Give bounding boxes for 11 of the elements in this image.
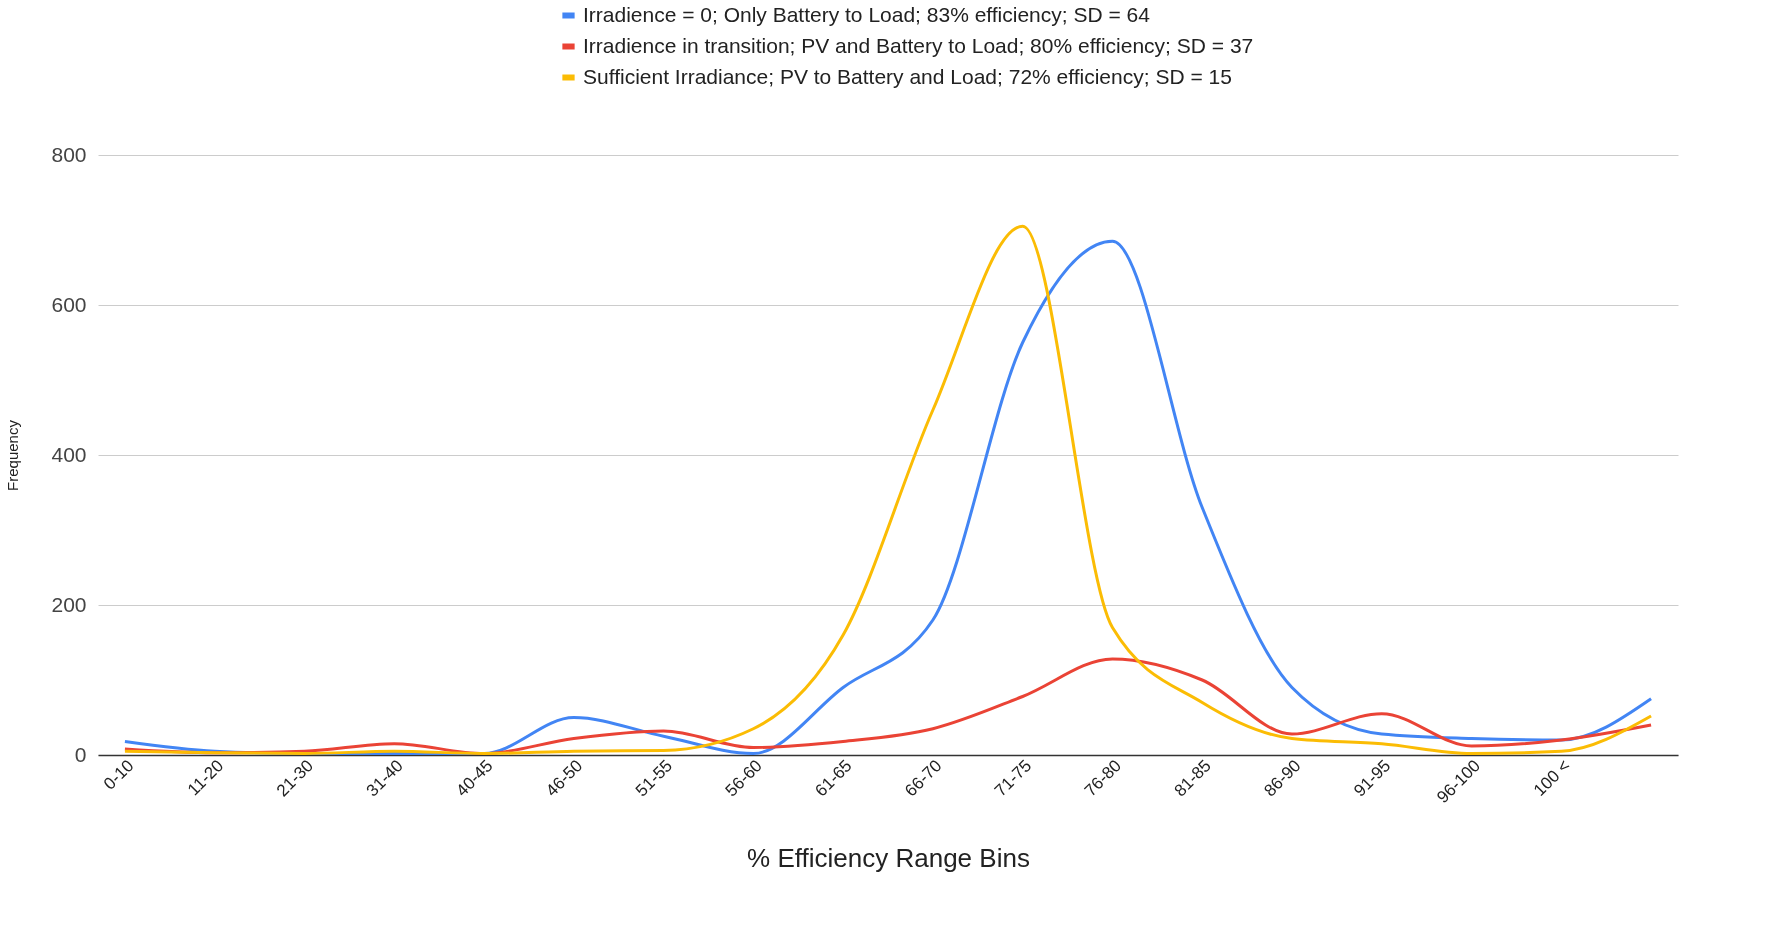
- legend-label: Irradience = 0; Only Battery to Load; 83% efficiency; SD = 64: [583, 2, 1151, 26]
- x-axis-title: % Efficiency Range Bins: [747, 843, 1030, 874]
- y-tick-label: 0: [74, 742, 87, 766]
- y-axis-title: Frequency: [4, 419, 22, 491]
- y-tick-label: 200: [51, 592, 87, 616]
- x-tick-label: 100 <: [1529, 756, 1574, 800]
- y-tick-label: 600: [51, 292, 87, 316]
- legend-label: Irradience in transition; PV and Battery to Load; 80% efficiency; SD = 37: [583, 33, 1254, 57]
- y-tick-label: 400: [51, 442, 87, 466]
- legend-label: Sufficient Irradiance; PV to Battery and Load; 72% efficiency; SD = 15: [583, 64, 1232, 88]
- y-tick-label: 800: [51, 142, 87, 166]
